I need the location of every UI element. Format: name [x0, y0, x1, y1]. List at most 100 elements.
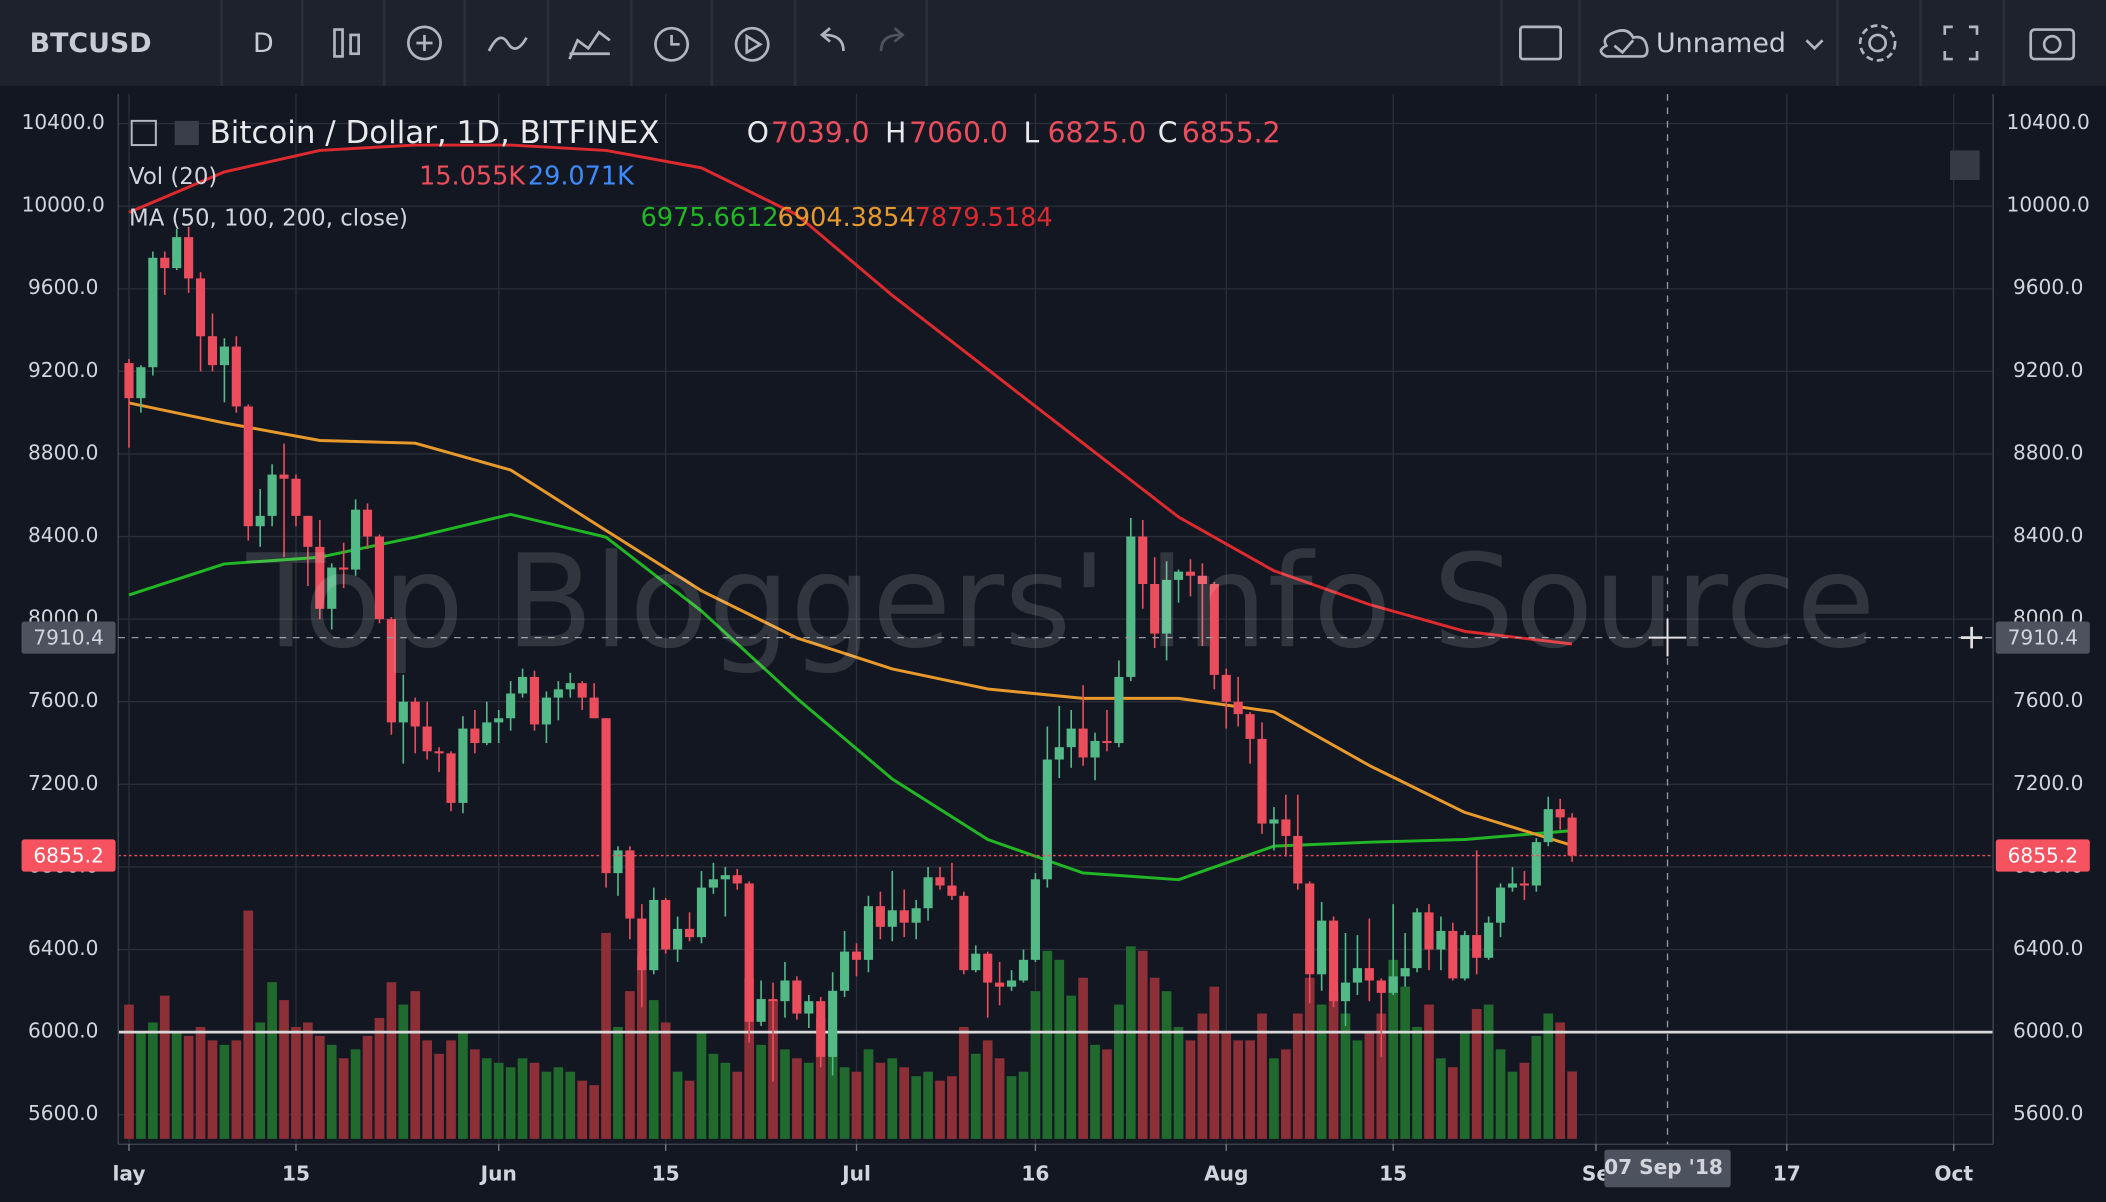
volume-bar [613, 1026, 623, 1139]
candle-body [780, 980, 790, 1002]
symbol[interactable]: BTCUSD [30, 28, 152, 59]
volume-bar [1173, 1026, 1184, 1139]
candle-body [1078, 728, 1088, 758]
volume-bar [314, 1035, 325, 1139]
candle-body [1400, 968, 1410, 977]
volume-bar [148, 1022, 158, 1139]
candle-body [708, 879, 718, 888]
candle-body [625, 850, 635, 919]
candle-body [1317, 920, 1327, 975]
candle-body [1173, 571, 1184, 580]
candle-body [601, 718, 611, 874]
y-tick-label-right: 6400.0 [2013, 936, 2083, 960]
candle-body [1126, 536, 1136, 677]
y-tick-label: 6400.0 [28, 936, 98, 960]
candle-body [172, 237, 182, 269]
volume-bar [1543, 1013, 1554, 1139]
candle-body [1150, 584, 1160, 634]
scroll-button[interactable] [1950, 150, 1980, 180]
toolbar-icons[interactable] [333, 24, 2076, 62]
volume-bar [267, 982, 277, 1139]
y-tick-label: 7600.0 [28, 688, 98, 712]
volume-bar [1054, 959, 1065, 1139]
volume-bar [947, 1076, 957, 1139]
candle-body [1197, 575, 1207, 585]
x-tick-label: Jul [840, 1162, 871, 1186]
layout-name[interactable]: Unnamed [1656, 28, 1786, 59]
volume-bar [959, 1026, 969, 1139]
ohlc-key: O [747, 116, 769, 149]
last-price-label-left: 6855.2 [33, 843, 103, 867]
volume-bar [1161, 991, 1172, 1139]
volume-bar [637, 955, 647, 1139]
volume-bar [1507, 1071, 1518, 1139]
candle-body [482, 722, 492, 744]
collapse-button[interactable] [130, 119, 157, 147]
candle-body [398, 701, 408, 723]
volume-bar [326, 1044, 337, 1139]
x-tick-label: 16 [1021, 1162, 1049, 1186]
candle-body [231, 346, 241, 407]
volume-bar [1269, 1058, 1279, 1139]
x-tick-label: 15 [1379, 1162, 1407, 1186]
volume-bar [935, 1080, 945, 1139]
candle-body [935, 877, 945, 886]
volume-bar [422, 1040, 432, 1139]
candle-body [1388, 976, 1398, 993]
volume-bar [887, 1058, 898, 1139]
candle-body [1460, 935, 1470, 979]
add-alert-button [1960, 626, 1983, 649]
volume-bar [1066, 995, 1077, 1139]
volume-bar [625, 991, 635, 1139]
volume-bar [1006, 1076, 1017, 1139]
candle-body [148, 257, 158, 368]
volume-bar [708, 1053, 719, 1139]
candle-body [1293, 835, 1303, 884]
volume-bar [1555, 1022, 1566, 1139]
volume-bar [851, 1071, 862, 1139]
candle-body [1519, 883, 1529, 886]
volume-bar [183, 1035, 194, 1139]
candle-body [816, 1001, 826, 1057]
last-price-label-right: 6855.2 [2008, 843, 2078, 867]
candle-body [756, 999, 766, 1022]
volume-bar [577, 1080, 588, 1139]
volume-bar [195, 1026, 206, 1139]
volume-bar [291, 1026, 301, 1139]
volume-bar [1448, 1067, 1458, 1139]
candle-body [267, 474, 277, 516]
volume-bar [1316, 1004, 1327, 1139]
last-price-label-right-box [1995, 839, 2090, 872]
candle-body [995, 982, 1005, 987]
ma-value: 6904.3854 [778, 203, 916, 233]
volume-bar [744, 977, 755, 1139]
volume-bar [970, 1053, 981, 1139]
candle-body [1030, 879, 1040, 960]
candle-body [828, 990, 838, 1057]
interval[interactable]: D [253, 28, 274, 59]
last-price-label-left-box [21, 839, 116, 872]
candle-body [1209, 584, 1219, 675]
ohlc-key: H [885, 116, 906, 149]
candle-body [1448, 930, 1458, 979]
volume-legend: Vol (20) [129, 164, 217, 190]
candle-body [494, 718, 504, 723]
candle-body [959, 895, 969, 971]
volume-bar [1304, 977, 1315, 1139]
y-tick-label-right: 8800.0 [2013, 440, 2083, 464]
candle-body [506, 693, 516, 719]
volume-bar [732, 1071, 743, 1139]
volume-bar [1400, 986, 1410, 1139]
volume-bar [1257, 1013, 1267, 1139]
candle-body [518, 676, 528, 694]
volume-bar [1436, 1058, 1446, 1139]
candle-body [1436, 930, 1446, 950]
volume-bar [792, 1058, 802, 1139]
volume-bar [1281, 1049, 1291, 1139]
volume-bar [1388, 959, 1399, 1139]
volume-bar [1114, 1004, 1124, 1139]
candle-body [696, 887, 707, 938]
toolbar-separators [220, 0, 2006, 86]
volume-bar [1531, 1035, 1542, 1139]
